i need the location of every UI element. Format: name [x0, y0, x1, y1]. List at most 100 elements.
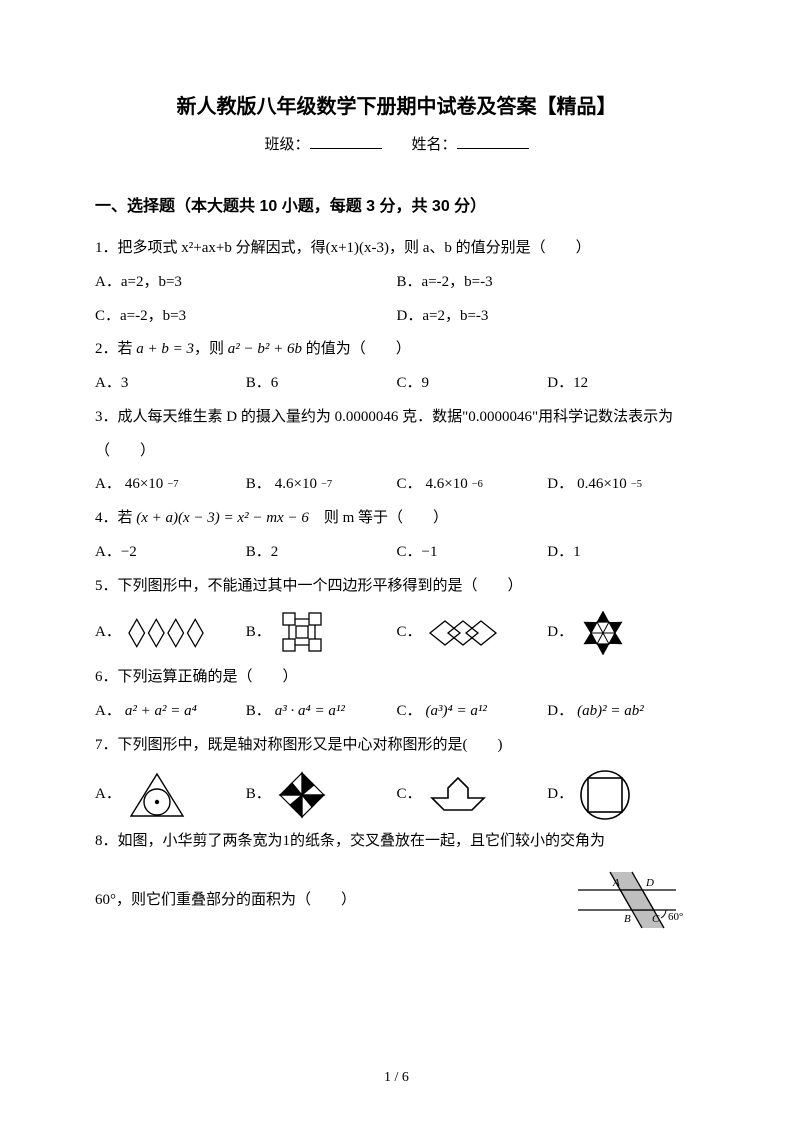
q8-angle-label: 60° — [668, 911, 683, 923]
question-2: 2．若 a + b = 3，则 a² − b² + 6b 的值为（ ） A．3 … — [95, 333, 698, 401]
q4-option-d: D．1 — [547, 536, 698, 570]
q1-option-c: C．a=-2，b=3 — [95, 300, 397, 334]
overlapping-strips-icon: A D B C 60° — [558, 868, 698, 934]
q6b-expr: a³ · a⁴ = a¹² — [275, 695, 345, 729]
question-1: 1．把多项式 x²+ax+b 分解因式，得(x+1)(x-3)，则 a、b 的值… — [95, 232, 698, 333]
q8-label-c: C — [652, 913, 660, 925]
q1-option-a: A．a=2，b=3 — [95, 266, 397, 300]
q5d-label: D． — [547, 616, 573, 650]
q8-label-a: A — [612, 877, 620, 889]
q3-option-c: C．4.6×10−6 — [397, 468, 548, 502]
question-3: 3．成人每天维生素 D 的摄入量约为 0.0000046 克．数据"0.0000… — [95, 401, 698, 502]
q6a-expr: a² + a² = a⁴ — [125, 695, 197, 729]
question-7: 7．下列图形中，既是轴对称图形又是中心对称图形的是( ) A． B． — [95, 729, 698, 821]
class-blank[interactable] — [310, 135, 382, 149]
q1-stem: 1．把多项式 x²+ax+b 分解因式，得(x+1)(x-3)，则 a、b 的值… — [95, 232, 698, 266]
q3d-base: 0.46×10 — [577, 468, 627, 502]
pinwheel-icon — [277, 770, 327, 820]
q5-option-d: D． — [547, 609, 698, 657]
q7-option-d: D． — [547, 769, 698, 821]
q1-option-d: D．a=2，b=-3 — [397, 300, 699, 334]
document-title: 新人教版八年级数学下册期中试卷及答案【精品】 — [95, 90, 698, 119]
q3d-exp: −5 — [631, 473, 642, 497]
q8-label-d: D — [645, 877, 654, 889]
q6b-pre: B． — [246, 695, 271, 729]
q7c-label: C． — [397, 778, 422, 812]
q5-option-c: C． — [397, 616, 548, 650]
q5-stem: 5．下列图形中，不能通过其中一个四边形平移得到的是（ ） — [95, 570, 698, 604]
q7a-label: A． — [95, 778, 121, 812]
q8-line2: 60°，则它们重叠部分的面积为（ ） — [95, 884, 558, 918]
squares-grid-icon — [277, 611, 327, 655]
question-4: 4．若 (x + a)(x − 3) = x² − mx − 6 则 m 等于（… — [95, 502, 698, 570]
q4-option-b: B．2 — [246, 536, 397, 570]
triangle-circle-icon — [127, 770, 187, 820]
q5-option-b: B． — [246, 611, 397, 655]
q4-stem: 4．若 (x + a)(x − 3) = x² − mx − 6 则 m 等于（… — [95, 502, 698, 536]
q2-text3: 的值为（ ） — [302, 341, 411, 357]
q4-expr: (x + a)(x − 3) = x² − mx − 6 — [136, 510, 309, 526]
q3a-exp: −7 — [167, 473, 178, 497]
q2-option-a: A．3 — [95, 367, 246, 401]
q3-option-a: A．46×10−7 — [95, 468, 246, 502]
q3-option-d: D．0.46×10−5 — [547, 468, 698, 502]
q2-text2: ，则 — [194, 341, 228, 357]
diamonds-row-icon — [127, 615, 205, 651]
class-label: 班级： — [264, 137, 309, 153]
q7d-label: D． — [547, 778, 573, 812]
q3-stem: 3．成人每天维生素 D 的摄入量约为 0.0000046 克．数据"0.0000… — [95, 401, 698, 469]
q6-stem: 6．下列运算正确的是（ ） — [95, 661, 698, 695]
q3c-pre: C． — [397, 468, 422, 502]
q8-line1: 8．如图，小华剪了两条宽为1的纸条，交叉叠放在一起，且它们较小的交角为 — [95, 825, 698, 859]
circle-square-icon — [579, 769, 631, 821]
q5-option-a: A． — [95, 615, 246, 651]
q2-option-b: B．6 — [246, 367, 397, 401]
boat-icon — [428, 774, 488, 816]
q4-option-a: A．−2 — [95, 536, 246, 570]
question-8: 8．如图，小华剪了两条宽为1的纸条，交叉叠放在一起，且它们较小的交角为 60°，… — [95, 825, 698, 935]
q6-option-c: C．(a³)⁴ = a¹² — [397, 695, 548, 729]
question-6: 6．下列运算正确的是（ ） A．a² + a² = a⁴ B．a³ · a⁴ =… — [95, 661, 698, 729]
q7b-label: B． — [246, 778, 271, 812]
q6-option-a: A．a² + a² = a⁴ — [95, 695, 246, 729]
q6c-pre: C． — [397, 695, 422, 729]
q6-option-b: B．a³ · a⁴ = a¹² — [246, 695, 397, 729]
q6d-pre: D． — [547, 695, 573, 729]
q2-stem: 2．若 a + b = 3，则 a² − b² + 6b 的值为（ ） — [95, 333, 698, 367]
q7-stem: 7．下列图形中，既是轴对称图形又是中心对称图形的是( ) — [95, 729, 698, 763]
section-1-header: 一、选择题（本大题共 10 小题，每题 3 分，共 30 分） — [95, 192, 698, 216]
q5c-label: C． — [397, 616, 422, 650]
q8-label-b: B — [624, 913, 631, 925]
q3a-pre: A． — [95, 468, 121, 502]
q7-option-b: B． — [246, 770, 397, 820]
name-label: 姓名： — [412, 137, 457, 153]
q3b-exp: −7 — [321, 473, 332, 497]
q4-option-c: C．−1 — [397, 536, 548, 570]
q2-option-c: C．9 — [397, 367, 548, 401]
q4-pre: 4．若 — [95, 510, 136, 526]
q5a-label: A． — [95, 616, 121, 650]
rhombus-row-icon — [428, 618, 498, 648]
q2-expr1: a + b = 3 — [136, 341, 194, 357]
page-number: 1 / 6 — [0, 1070, 793, 1086]
q5b-label: B． — [246, 616, 271, 650]
q2-option-d: D．12 — [547, 367, 698, 401]
q3b-pre: B． — [246, 468, 271, 502]
question-5: 5．下列图形中，不能通过其中一个四边形平移得到的是（ ） A． B． — [95, 570, 698, 658]
q3d-pre: D． — [547, 468, 573, 502]
name-blank[interactable] — [457, 135, 529, 149]
q6a-pre: A． — [95, 695, 121, 729]
q2-text: 2．若 — [95, 341, 136, 357]
q1-option-b: B．a=-2，b=-3 — [397, 266, 699, 300]
q3c-base: 4.6×10 — [426, 468, 468, 502]
q7-option-a: A． — [95, 770, 246, 820]
star-hexagon-icon — [579, 609, 627, 657]
q2-expr2: a² − b² + 6b — [228, 341, 302, 357]
q3-option-b: B．4.6×10−7 — [246, 468, 397, 502]
q4-post: 则 m 等于（ ） — [309, 510, 448, 526]
q3c-exp: −6 — [472, 473, 483, 497]
q7-option-c: C． — [397, 774, 548, 816]
q6-option-d: D．(ab)² = ab² — [547, 695, 698, 729]
q6c-expr: (a³)⁴ = a¹² — [426, 695, 487, 729]
student-info-line: 班级： 姓名： — [95, 133, 698, 154]
